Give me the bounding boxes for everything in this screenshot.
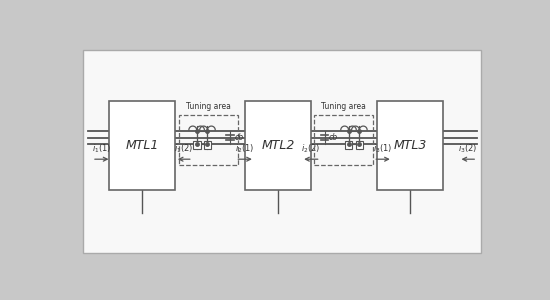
Bar bbox=[192, 142, 201, 149]
Bar bbox=[82, 50, 481, 253]
Text: Tuning area: Tuning area bbox=[186, 103, 230, 112]
Text: $i_1(2)$: $i_1(2)$ bbox=[174, 142, 194, 154]
Bar bbox=[355, 142, 363, 149]
Text: cb: cb bbox=[329, 133, 338, 142]
Text: cb: cb bbox=[235, 133, 244, 142]
Text: Tuning area: Tuning area bbox=[321, 103, 366, 112]
Bar bbox=[314, 115, 373, 165]
Text: $i_1(1)$: $i_1(1)$ bbox=[92, 142, 112, 154]
Bar bbox=[377, 101, 443, 190]
Text: $i_2(1)$: $i_2(1)$ bbox=[235, 142, 255, 154]
Text: $i_3(1)$: $i_3(1)$ bbox=[373, 142, 393, 154]
Text: MTL2: MTL2 bbox=[262, 139, 295, 152]
Bar bbox=[109, 101, 175, 190]
Bar bbox=[345, 142, 353, 149]
Bar bbox=[204, 142, 211, 149]
Text: MTL3: MTL3 bbox=[393, 139, 427, 152]
Bar bbox=[179, 115, 238, 165]
Text: $i_2(2)$: $i_2(2)$ bbox=[301, 142, 321, 154]
Text: $i_3(2)$: $i_3(2)$ bbox=[458, 142, 477, 154]
Text: MTL1: MTL1 bbox=[125, 139, 159, 152]
Bar bbox=[245, 101, 311, 190]
